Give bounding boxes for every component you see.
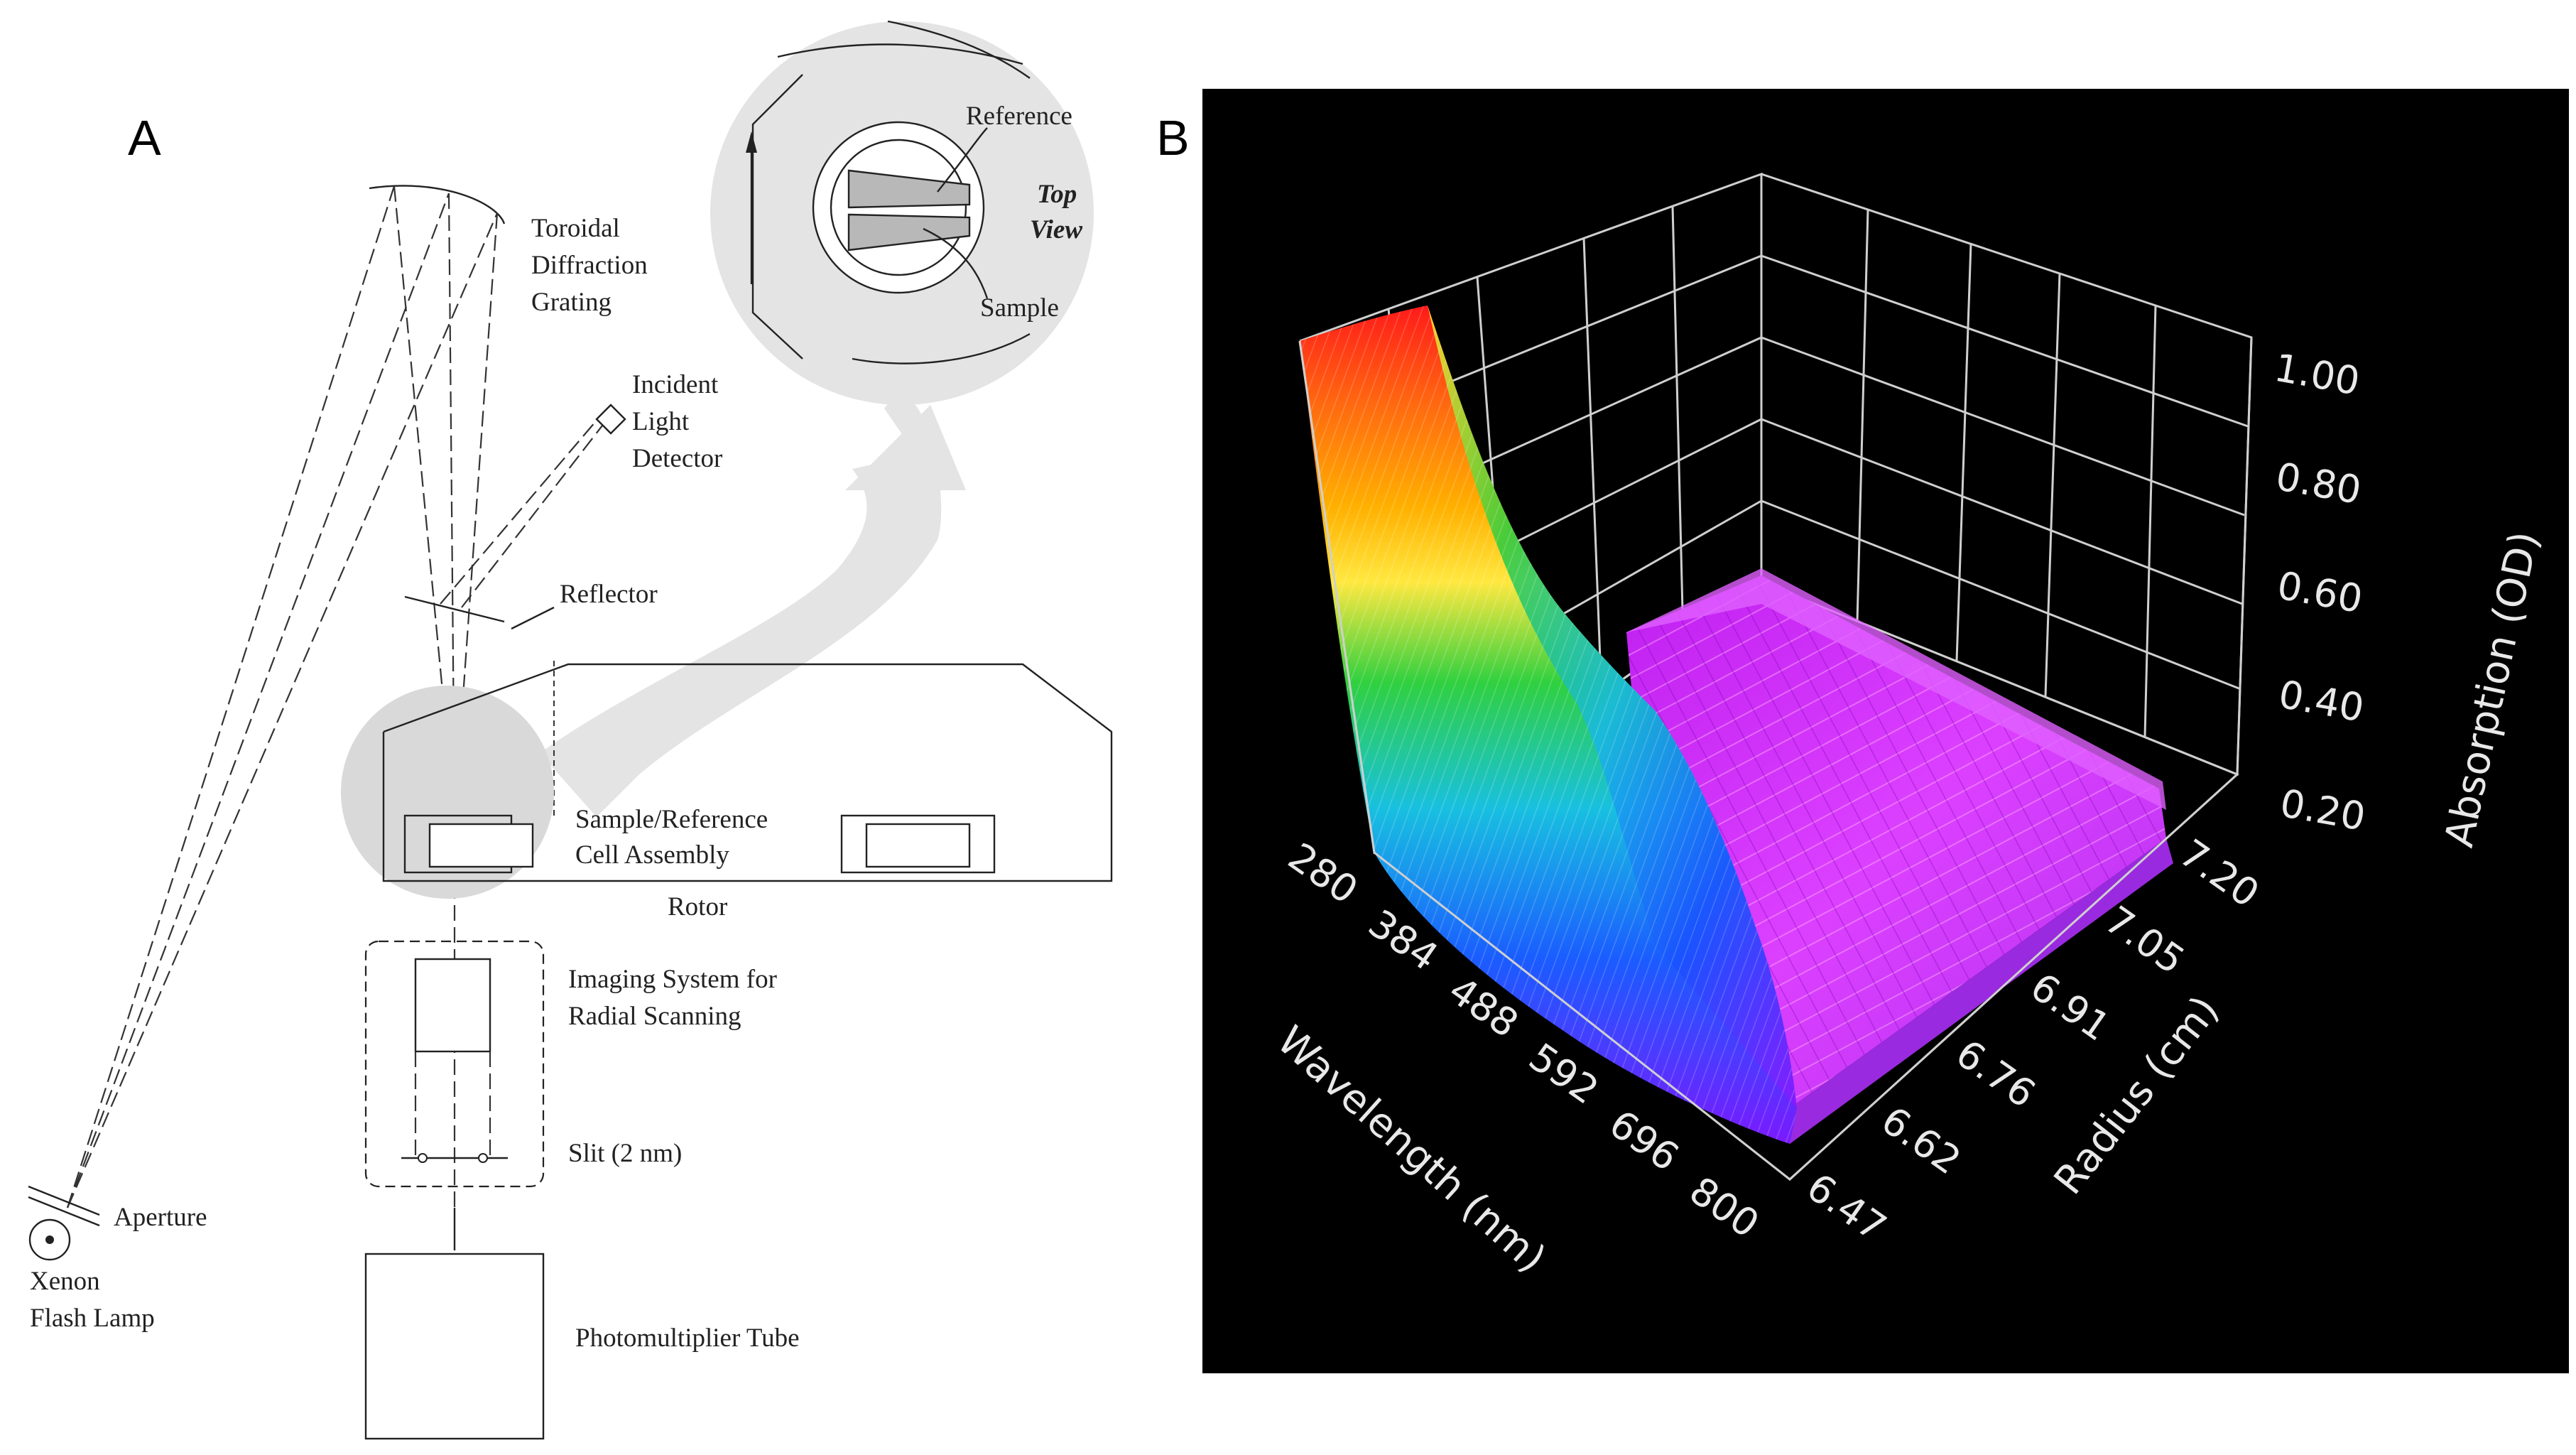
imaging-label-2: Radial Scanning: [568, 1002, 741, 1031]
rotor-housing: [341, 663, 1113, 899]
aperture-label: Aperture: [114, 1203, 207, 1232]
top-view-label-1: Top: [1037, 180, 1077, 209]
detector-label-1: Incident: [632, 370, 719, 399]
arrow-head-icon: [845, 405, 966, 490]
light-paths: [66, 185, 608, 1250]
photomultiplier-box: [364, 1253, 545, 1440]
panel-b-letter: B: [1156, 110, 1190, 166]
panel-b-3d-absorbance-plot: B: [1156, 89, 2569, 1373]
grating-curve: [369, 185, 506, 225]
panel-a-instrument-diagram: A Reference Sample Top View: [28, 20, 1113, 1440]
top-view-inset: Reference Sample Top View: [540, 20, 1094, 817]
panel-a-letter: A: [128, 110, 161, 166]
grating-label-1: Toroidal: [531, 214, 620, 243]
swoosh-arrow-icon: [540, 396, 942, 817]
lamp-label-2: Flash Lamp: [30, 1304, 155, 1333]
cell-assembly-label-1: Sample/Reference: [575, 805, 768, 834]
pmt-label: Photomultiplier Tube: [575, 1324, 800, 1353]
grating-label-3: Grating: [531, 288, 612, 317]
reflector-line: [404, 595, 505, 623]
lamp-label-1: Xenon: [30, 1267, 100, 1296]
detector-label-2: Light: [632, 407, 690, 436]
sample-label: Sample: [980, 293, 1059, 323]
absorbance-surface: [1300, 305, 2173, 1144]
top-view-label-2: View: [1030, 215, 1082, 244]
imaging-label-1: Imaging System for: [568, 965, 777, 994]
grating-label-2: Diffraction: [531, 251, 648, 280]
rotor-label: Rotor: [668, 892, 727, 921]
reference-label: Reference: [966, 102, 1072, 131]
imaging-system-box: [364, 940, 545, 1188]
cell-assembly-label-2: Cell Assembly: [575, 840, 729, 870]
detector-icon: [595, 404, 626, 435]
reflector-label: Reflector: [560, 580, 658, 609]
slit-label: Slit (2 nm): [568, 1139, 682, 1168]
detector-label-3: Detector: [632, 444, 722, 473]
aperture-icon: [28, 1185, 100, 1216]
